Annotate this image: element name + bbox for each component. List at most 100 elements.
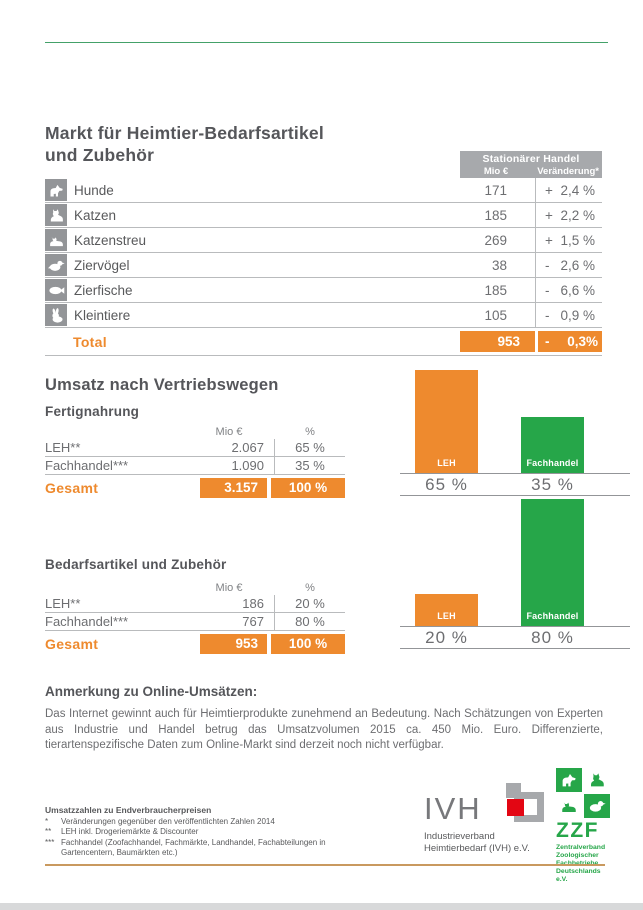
change-value: 2,4 % — [560, 182, 595, 198]
zzf-tile-cat-icon — [556, 794, 582, 818]
column-labels: Mio € Veränderung* — [460, 166, 602, 177]
footnotes: Umsatzzahlen zu Endverbraucherpreisen * … — [45, 805, 380, 859]
change-value: 0,3% — [567, 334, 598, 349]
rabbit-icon — [45, 304, 67, 326]
total-label: Gesamt — [45, 479, 99, 496]
table-bottom-divider — [45, 355, 602, 356]
row-change: - 2,6 % — [535, 253, 602, 277]
ivh-logo-subtext: Industrieverband Heimtierbedarf (IVH) e.… — [424, 831, 530, 855]
chart-plot-area: LEH Fachhandel — [400, 499, 630, 627]
zzf-tile-dog-icon — [556, 768, 582, 792]
total-gap — [535, 331, 538, 352]
bedarfsartikel-chart: LEH Fachhandel 20 % 80 % — [400, 499, 630, 649]
column-mio: Mio € — [483, 166, 509, 177]
bird-icon — [45, 254, 67, 276]
footnote-item: *** Fachhandel (Zoofachhandel, Fachmärkt… — [45, 838, 380, 859]
column-mio: Mio € — [215, 582, 243, 594]
row-mio-value: 767 — [242, 614, 264, 629]
footnote-marker: * — [45, 816, 49, 826]
total-row: Gesamt 3.157 100 % — [45, 476, 345, 499]
total-mio-value: 3.157 — [200, 477, 267, 498]
table-row: Fachhandel*** 767 80 % — [45, 613, 345, 631]
row-change: - 0,9 % — [535, 303, 602, 327]
row-change: + 1,5 % — [535, 228, 602, 252]
row-mio-value: 38 — [491, 257, 507, 273]
change-sign: - — [545, 307, 550, 323]
fish-icon — [45, 279, 67, 301]
row-label: LEH** — [45, 440, 81, 455]
row-pct-value: 80 % — [274, 613, 345, 630]
row-label: Fachhandel*** — [45, 458, 129, 473]
change-value: 6,6 % — [560, 282, 595, 298]
note-title: Anmerkung zu Online-Umsätzen: — [45, 684, 258, 699]
fertignahrung-chart: LEH Fachhandel 65 % 35 % — [400, 369, 630, 496]
row-label: LEH** — [45, 596, 81, 611]
change-sign: + — [545, 207, 553, 223]
total-row: Gesamt 953 100 % — [45, 632, 345, 655]
row-mio-value: 186 — [242, 596, 264, 611]
bar-pct-label: 65 % — [425, 475, 468, 494]
chart-axis-labels: 65 % 35 % — [400, 474, 630, 496]
ivh-logo-text: IVH — [424, 791, 482, 826]
footnote-text: LEH inkl. Drogeriemärkte & Discounter — [61, 827, 199, 836]
logo-red-square — [507, 799, 524, 816]
total-change: - 0,3% — [538, 331, 602, 352]
bar-pct-label: 80 % — [531, 628, 574, 647]
note-body: Das Internet gewinnt auch für Heimtierpr… — [45, 708, 603, 751]
subsection-title-bedarfsartikel: Bedarfsartikel und Zubehör — [45, 557, 227, 572]
row-label: Ziervögel — [74, 257, 130, 273]
change-value: 2,6 % — [560, 257, 595, 273]
bar-pct-label: 20 % — [425, 628, 468, 647]
zzf-animal-grid-icon — [556, 768, 612, 818]
page-title: Markt für Heimtier-Bedarfsartikel und Zu… — [45, 122, 324, 166]
change-value: 2,2 % — [560, 207, 595, 223]
mini-table-header: Mio € % — [45, 422, 345, 439]
page-bottom-strip — [0, 903, 643, 910]
dog-icon — [45, 179, 67, 201]
bar-leh: LEH — [415, 594, 478, 626]
footnote-item: ** LEH inkl. Drogeriemärkte & Discounter — [45, 827, 380, 838]
row-mio-value: 185 — [484, 282, 507, 298]
column-change: Veränderung* — [537, 166, 599, 177]
total-mio-value: 953 — [200, 633, 267, 654]
market-table: Hunde 171 + 2,4 % Katzen 185 + 2,2 % Kat… — [45, 178, 602, 356]
bar-label: LEH — [437, 458, 456, 468]
section-title: Umsatz nach Vertriebswegen — [45, 376, 279, 394]
fertignahrung-table: Mio € % LEH** 2.067 65 % Fachhandel*** 1… — [45, 422, 345, 499]
zzf-line2: Zoologischer — [556, 852, 599, 859]
bar-label: Fachhandel — [526, 611, 579, 621]
row-label: Fachhandel*** — [45, 614, 129, 629]
table-row: LEH** 186 20 % — [45, 595, 345, 613]
column-mio: Mio € — [215, 426, 243, 438]
row-pct-value: 35 % — [274, 457, 345, 474]
zzf-logo-text: ZZF — [556, 819, 599, 842]
row-mio-value: 1.090 — [231, 458, 264, 473]
row-change: + 2,2 % — [535, 203, 602, 227]
row-label: Zierfische — [74, 282, 133, 298]
column-group-label: Stationärer Handel — [482, 153, 580, 165]
table-row: Katzenstreu 269 + 1,5 % — [45, 228, 602, 253]
total-row: Total 953 - 0,3% — [45, 328, 602, 355]
change-sign: - — [545, 257, 550, 273]
cat-litter-icon — [45, 229, 67, 251]
column-pct: % — [305, 582, 315, 594]
footer-divider — [45, 864, 605, 866]
table-row: Fachhandel*** 1.090 35 % — [45, 457, 345, 475]
zzf-line3: Fachbetriebe — [556, 860, 612, 868]
row-change: - 6,6 % — [535, 278, 602, 302]
bar-leh: LEH — [415, 369, 478, 473]
row-pct-value: 65 % — [274, 439, 345, 456]
table-header: Stationärer Handel Mio € Veränderung* — [460, 151, 602, 178]
chart-plot-area: LEH Fachhandel — [400, 369, 630, 474]
change-sign: - — [545, 282, 550, 298]
zzf-tile-dog2-icon — [584, 768, 610, 792]
bar-fachhandel: Fachhandel — [521, 417, 584, 473]
row-mio-value: 269 — [484, 232, 507, 248]
cat-icon — [45, 204, 67, 226]
total-label: Gesamt — [45, 635, 99, 652]
bar-label: Fachhandel — [526, 458, 579, 468]
change-sign: + — [545, 232, 553, 248]
row-mio-value: 185 — [484, 207, 507, 223]
column-pct: % — [305, 426, 315, 438]
